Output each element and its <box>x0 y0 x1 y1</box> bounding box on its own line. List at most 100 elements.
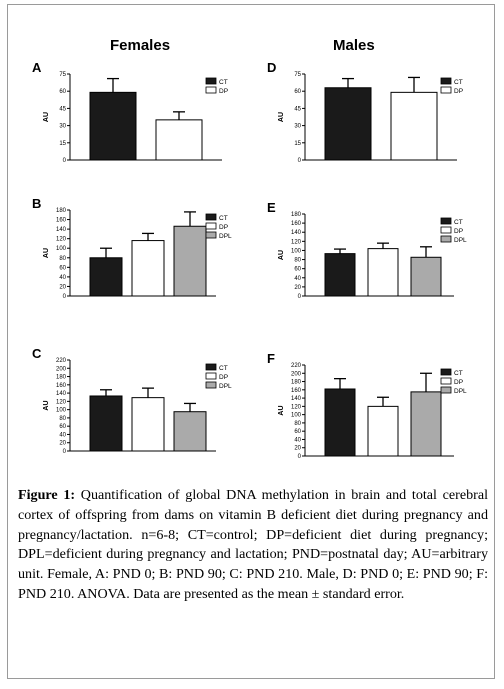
legend-swatch-dpl <box>440 235 452 243</box>
y-tick-label: 60 <box>294 89 301 95</box>
chart-panel-b: B 0 20 40 60 80 100 120 140 160 180 AU CT DP DPL <box>32 196 232 300</box>
legend-swatch-ct <box>205 213 217 221</box>
legend-label-dpl: DPL <box>219 383 232 390</box>
legend-label-ct: CT <box>219 215 228 222</box>
legend-label-dp: DP <box>219 374 228 381</box>
y-tick-label: 0 <box>298 158 302 164</box>
legend-label-dp: DP <box>454 379 463 386</box>
y-tick-label: 100 <box>56 246 67 252</box>
legend-swatch-dp <box>440 86 452 94</box>
legend-swatch-dpl <box>440 386 452 394</box>
y-tick-label: 120 <box>56 399 67 405</box>
y-tick-label: 20 <box>294 446 301 452</box>
bar-dpl <box>173 411 207 452</box>
y-tick-label: 20 <box>59 441 66 447</box>
bar-dp <box>155 119 203 161</box>
legend-label-ct: CT <box>454 370 463 377</box>
y-tick-label: 15 <box>294 141 301 147</box>
y-tick-label: 40 <box>59 275 66 281</box>
legend-label-ct: CT <box>219 365 228 372</box>
bar-dpl <box>410 391 442 457</box>
figure-caption: Figure 1: Quantification of global DNA m… <box>18 486 488 605</box>
legend-swatch-dp <box>205 222 217 230</box>
y-tick-label: 45 <box>294 106 301 112</box>
y-tick-label: 180 <box>291 212 302 218</box>
panel-letter: A <box>32 60 42 75</box>
legend-label-dpl: DPL <box>454 237 467 244</box>
caption-label: Figure 1: <box>18 487 76 503</box>
y-tick-label: 60 <box>59 89 66 95</box>
panel-letter: F <box>267 351 275 366</box>
y-tick-label: 40 <box>294 276 301 282</box>
legend-swatch-ct <box>440 217 452 225</box>
y-tick-label: 140 <box>291 230 302 236</box>
y-tick-label: 0 <box>63 449 67 455</box>
panel-letter: B <box>32 196 41 211</box>
column-title-males: Males <box>333 37 375 54</box>
y-tick-label: 120 <box>56 237 67 243</box>
y-tick-label: 75 <box>294 72 301 78</box>
bar-dp <box>390 91 438 161</box>
y-tick-label: 20 <box>59 284 66 290</box>
bar-ct <box>324 87 372 161</box>
y-tick-label: 140 <box>56 391 67 397</box>
legend-label-dp: DP <box>454 88 463 95</box>
legend-label-dpl: DPL <box>454 388 467 395</box>
legend-swatch-dpl <box>205 231 217 239</box>
bar-ct <box>324 253 356 297</box>
y-tick-label: 80 <box>59 416 66 422</box>
figure-frame <box>7 4 495 679</box>
legend-label-dp: DP <box>454 228 463 235</box>
y-tick-label: 200 <box>56 366 67 372</box>
y-tick-label: 80 <box>59 256 66 262</box>
panel-letter: C <box>32 346 42 361</box>
y-tick-label: 40 <box>294 437 301 443</box>
y-tick-label: 180 <box>291 380 302 386</box>
bar-dpl <box>410 256 442 297</box>
legend-swatch-dpl <box>205 381 217 389</box>
column-title-females: Females <box>110 37 171 54</box>
bar-dpl <box>173 225 207 297</box>
y-tick-label: 60 <box>294 267 301 273</box>
y-tick-label: 120 <box>291 404 302 410</box>
caption-text: Quantification of global DNA methylation… <box>18 487 489 602</box>
y-tick-label: 80 <box>294 258 301 264</box>
bar-ct <box>89 91 137 161</box>
legend-label-ct: CT <box>454 79 463 86</box>
y-tick-label: 160 <box>56 383 67 389</box>
y-tick-label: 60 <box>59 424 66 430</box>
legend-label-ct: CT <box>219 79 228 86</box>
y-tick-label: 200 <box>291 371 302 377</box>
bar-ct <box>324 388 356 457</box>
chart-panel-e: E 0 20 40 60 80 100 120 140 160 180 AU CT DP DPL <box>267 200 467 300</box>
y-axis-label: AU <box>43 112 50 122</box>
y-tick-label: 0 <box>63 158 67 164</box>
chart-panel-d: D 0 15 30 45 60 75 AU CT DP <box>267 60 463 164</box>
y-axis-label: AU <box>278 405 285 415</box>
panel-letter: E <box>267 200 276 215</box>
y-tick-label: 30 <box>294 124 301 130</box>
bar-ct <box>89 395 123 452</box>
y-tick-label: 60 <box>59 265 66 271</box>
y-tick-label: 180 <box>56 208 67 214</box>
y-tick-label: 160 <box>291 221 302 227</box>
y-tick-label: 45 <box>59 106 66 112</box>
y-tick-label: 0 <box>298 454 302 460</box>
y-tick-label: 160 <box>291 388 302 394</box>
y-tick-label: 75 <box>59 72 66 78</box>
y-tick-label: 40 <box>59 432 66 438</box>
bar-dp <box>131 397 165 452</box>
panel-letter: D <box>267 60 276 75</box>
legend-label-ct: CT <box>454 219 463 226</box>
y-tick-label: 30 <box>59 124 66 130</box>
legend-swatch-dp <box>205 86 217 94</box>
y-tick-label: 0 <box>63 294 67 300</box>
legend-swatch-ct <box>205 77 217 85</box>
legend-label-dp: DP <box>219 224 228 231</box>
y-tick-label: 140 <box>291 396 302 402</box>
y-tick-label: 20 <box>294 285 301 291</box>
legend-swatch-dp <box>205 372 217 380</box>
chart-panel-f: F 0 20 40 60 80 100 120 140 160 180 200 220 AU CT DP DPL <box>267 351 467 460</box>
y-tick-label: 100 <box>291 413 302 419</box>
y-axis-label: AU <box>43 248 50 258</box>
